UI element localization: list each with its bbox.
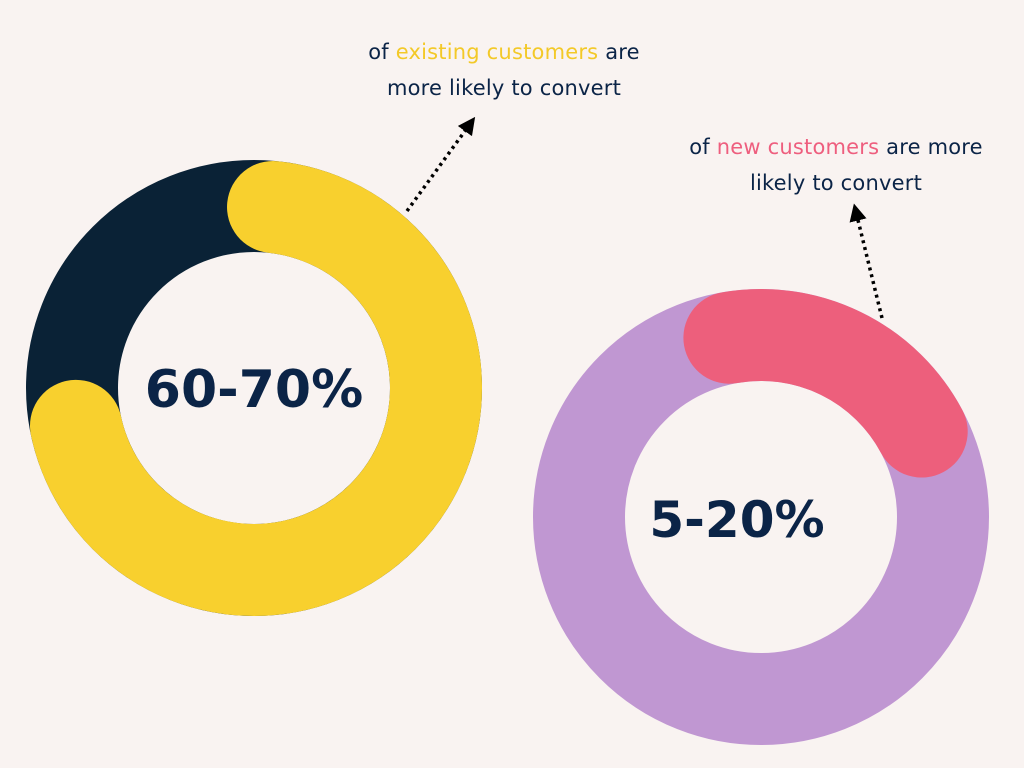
caption-1-highlight: existing customers — [395, 40, 599, 64]
caption-2-highlight: new customers — [716, 135, 880, 159]
donut-chart-new-customers: 5-20% — [533, 289, 989, 745]
caption-existing-customers: of existing customers are more likely to … — [318, 34, 690, 106]
caption-2-prefix: of — [689, 135, 717, 159]
donut-1-highlight-arc — [29, 161, 482, 616]
caption-2-suffix: are more — [879, 135, 983, 159]
arrow-2-dotted — [849, 203, 884, 319]
arrow-1-dotted — [405, 116, 476, 213]
donut-chart-existing-customers: 60-70% — [26, 160, 482, 616]
caption-1-suffix: are — [598, 40, 640, 64]
donut-2-center-label: 5-20% — [649, 491, 824, 549]
donut-1-center-label: 60-70% — [145, 360, 363, 420]
caption-1-line2: more likely to convert — [386, 76, 622, 100]
caption-new-customers: of new customers are more likely to conve… — [636, 129, 1024, 201]
caption-1-prefix: of — [368, 40, 396, 64]
donut-2-highlight-arc — [683, 289, 968, 478]
caption-2-line2: likely to convert — [749, 171, 922, 195]
